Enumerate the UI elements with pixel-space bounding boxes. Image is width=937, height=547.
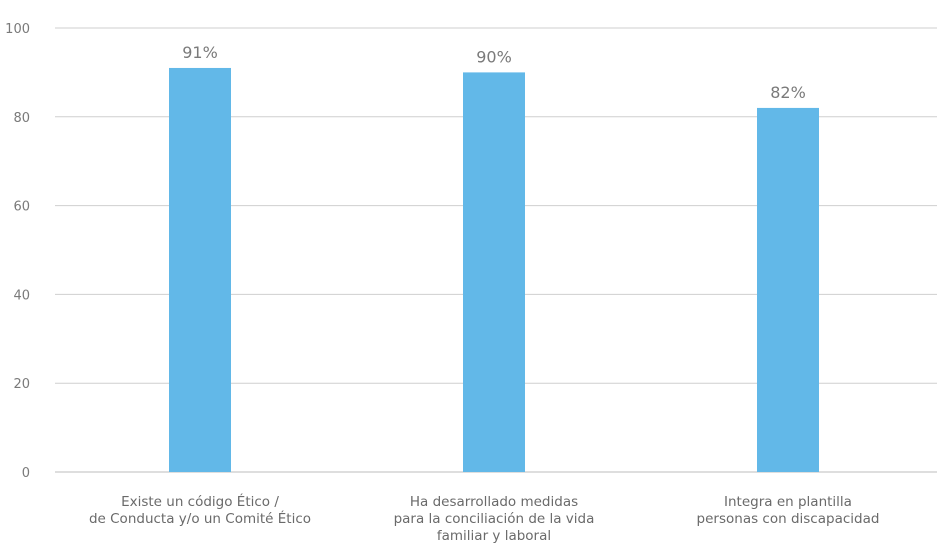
y-tick-label: 40 bbox=[13, 288, 30, 303]
y-tick-label: 80 bbox=[13, 111, 30, 126]
x-tick-label-line: Existe un código Ético / bbox=[121, 493, 279, 510]
x-tick-label-line: Ha desarrollado medidas bbox=[410, 494, 578, 510]
data-label: 90% bbox=[476, 47, 512, 66]
category-labels: Existe un código Ético / de Conducta y/o … bbox=[89, 493, 879, 544]
y-tick-label: 60 bbox=[13, 200, 30, 215]
y-axis-ticks: 0 20 40 60 80 100 bbox=[5, 22, 30, 481]
x-tick-label-line: de Conducta y/o un Comité Ético bbox=[89, 510, 311, 527]
bar bbox=[463, 72, 525, 473]
y-tick-label: 0 bbox=[22, 466, 30, 481]
bars bbox=[169, 67, 819, 473]
y-tick-label: 20 bbox=[13, 377, 30, 392]
x-tick-label: Integra en plantilla personas con discapa… bbox=[697, 494, 880, 527]
x-tick-label: Ha desarrollado medidas para la conciliac… bbox=[394, 494, 595, 544]
bar bbox=[757, 107, 819, 473]
data-label: 82% bbox=[770, 83, 806, 102]
x-tick-label-line: personas con discapacidad bbox=[697, 511, 880, 527]
data-label: 91% bbox=[182, 43, 218, 62]
x-tick-label-line: para la conciliación de la vida bbox=[394, 511, 595, 527]
x-tick-label-line: familiar y laboral bbox=[437, 528, 551, 544]
bar bbox=[169, 67, 231, 473]
value-labels: 91% 90% 82% bbox=[182, 43, 806, 102]
x-tick-label: Existe un código Ético / de Conducta y/o … bbox=[89, 493, 311, 527]
y-tick-label: 100 bbox=[5, 22, 30, 37]
x-tick-label-line: Integra en plantilla bbox=[724, 494, 852, 510]
